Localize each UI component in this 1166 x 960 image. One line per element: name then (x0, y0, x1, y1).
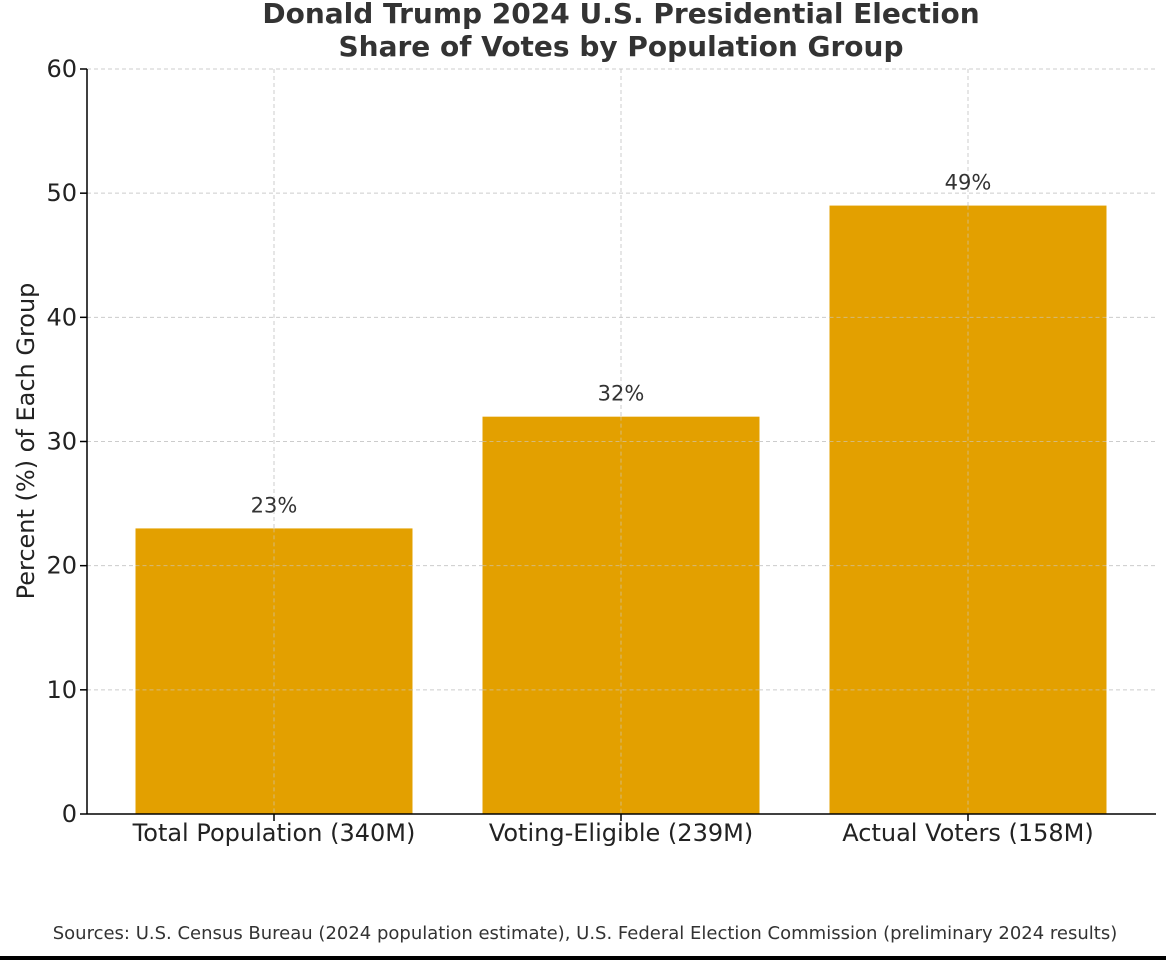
x-category-label: Total Population (340M) (132, 819, 416, 847)
bar-data-label: 23% (251, 493, 298, 517)
labels: 0 10 20 30 40 50 60 Total Population (340M) 23% V… (46, 55, 1093, 847)
bar-data-label: 49% (945, 171, 992, 195)
y-axis-title: Percent (%) of Each Group (12, 283, 40, 600)
x-category-label: Actual Voters (158M) (842, 819, 1093, 847)
source-note: Sources: U.S. Census Bureau (2024 popula… (53, 923, 1118, 944)
bars (135, 205, 1107, 815)
x-category-label: Voting-Eligible (239M) (489, 819, 753, 847)
chart-title-line-2: Share of Votes by Population Group (338, 30, 903, 63)
axes (80, 68, 1156, 821)
y-tick-label: 50 (46, 179, 77, 207)
y-tick-label: 20 (46, 552, 77, 580)
bar-data-label: 32% (598, 382, 645, 406)
y-tick-label: 10 (46, 676, 77, 704)
y-tick-label: 0 (62, 800, 77, 828)
chart-title-line-1: Donald Trump 2024 U.S. Presidential Elec… (262, 0, 979, 30)
y-tick-label: 40 (46, 303, 77, 331)
y-tick-label: 60 (46, 55, 77, 83)
y-tick-label: 30 (46, 428, 77, 456)
